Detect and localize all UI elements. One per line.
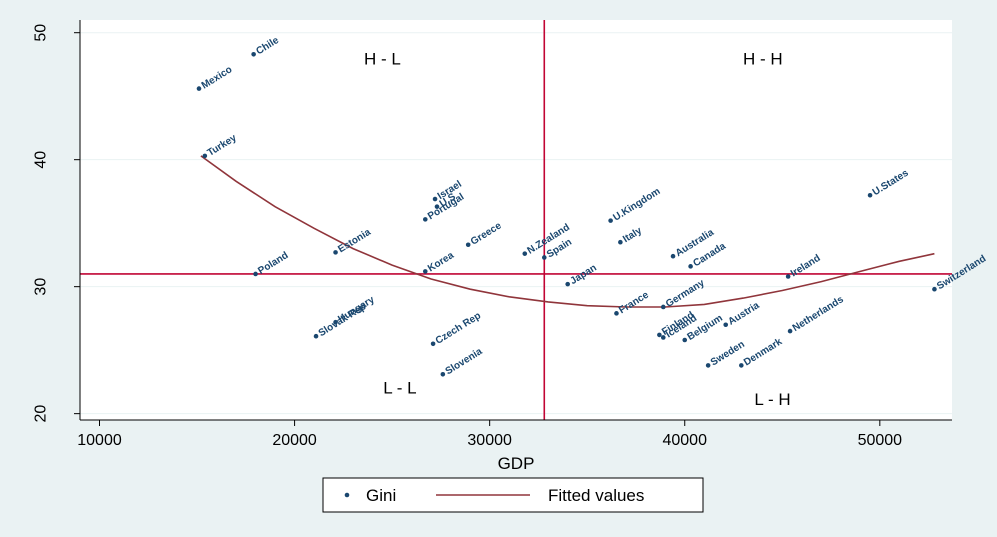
point-u-s xyxy=(434,204,440,209)
legend-gini-label: Gini xyxy=(366,486,396,505)
legend-fitted-label: Fitted values xyxy=(548,486,644,505)
plot-area xyxy=(80,20,952,420)
point-israel xyxy=(432,196,438,202)
quadrant-labels: H - L H - H L - L L - H xyxy=(364,49,791,408)
point-australia xyxy=(670,253,676,259)
point-italy xyxy=(618,239,623,245)
point-iceland xyxy=(660,335,666,340)
fitted-line xyxy=(200,155,935,308)
point-finland xyxy=(657,332,662,338)
y-tick-label-20: 20 xyxy=(33,405,50,423)
point-portugal xyxy=(422,217,428,222)
point-poland xyxy=(253,271,258,277)
point-slovak-rep xyxy=(313,333,319,339)
point-turkey xyxy=(202,153,208,159)
y-tick-label-30: 30 xyxy=(33,278,50,296)
point-belgium xyxy=(682,337,688,343)
point-austria xyxy=(723,322,729,328)
point-canada xyxy=(688,264,693,269)
point-u-states xyxy=(867,192,873,198)
quadrant-label-h-h: H - H xyxy=(743,49,783,68)
point-n-zealand xyxy=(522,251,528,256)
quadrant-label-l-h: L - H xyxy=(754,390,790,409)
axes: 20 30 40 50 10000 20000 30000 40000 50000 xyxy=(33,20,952,449)
grid-lines xyxy=(80,32,952,415)
point-germany xyxy=(660,304,666,310)
point-korea xyxy=(422,269,428,274)
point-france xyxy=(614,311,619,316)
quadrant-label-l-l: L - L xyxy=(383,378,416,397)
legend-gini-marker xyxy=(344,492,350,498)
quadrant-label-h-l: H - L xyxy=(364,49,401,68)
y-tick-label-40: 40 xyxy=(33,151,50,169)
x-tick-label-40000: 40000 xyxy=(662,432,707,449)
x-tick-label-20000: 20000 xyxy=(272,432,317,449)
point-denmark xyxy=(739,363,744,368)
point-greece xyxy=(465,242,471,248)
point-sweden xyxy=(705,363,711,368)
point-japan xyxy=(565,281,570,287)
x-tick-label-10000: 10000 xyxy=(77,432,122,449)
legend: Gini Fitted values xyxy=(322,477,704,513)
point-czech-rep xyxy=(430,341,436,347)
point-ireland xyxy=(785,274,791,279)
x-axis-title: GDP xyxy=(498,454,535,473)
point-mexico xyxy=(196,86,202,91)
point-hungary xyxy=(333,319,338,325)
x-tick-label-30000: 30000 xyxy=(467,432,512,449)
reference-lines xyxy=(80,20,952,420)
point-spain xyxy=(541,255,547,260)
x-tick-label-50000: 50000 xyxy=(858,432,903,449)
y-tick-label-50: 50 xyxy=(33,24,50,42)
point-netherlands xyxy=(787,328,793,334)
point-slovenia xyxy=(440,371,446,377)
point-u-kingdom xyxy=(608,218,613,223)
point-switzerland xyxy=(932,286,937,292)
fitted-values-curve xyxy=(200,155,935,308)
point-estonia xyxy=(333,250,338,255)
point-chile xyxy=(251,51,256,57)
